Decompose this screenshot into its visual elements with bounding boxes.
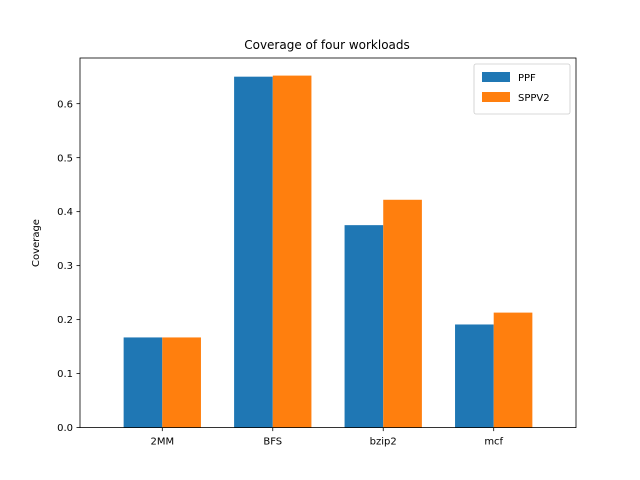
- y-tick-label: 0.2: [57, 315, 73, 326]
- x-tick-label: BFS: [263, 437, 282, 448]
- bar-ppf-2mm: [123, 337, 163, 428]
- bar-sppv2-bzip2: [383, 199, 422, 428]
- bars-group: [123, 75, 533, 428]
- legend-box: [473, 63, 571, 115]
- bar-sppv2-2mm: [162, 337, 201, 428]
- chart-title: Coverage of four workloads: [244, 38, 410, 52]
- legend-swatch-sppv2: [482, 92, 510, 102]
- legend-label-ppf: PPF: [518, 73, 536, 84]
- y-tick-label: 0.3: [57, 261, 73, 272]
- y-tick-label: 0.6: [57, 99, 73, 110]
- y-tick-label: 0.1: [57, 369, 73, 380]
- bar-sppv2-mcf: [493, 312, 533, 428]
- legend-label-sppv2: SPPV2: [518, 93, 550, 104]
- y-tick-label: 0.4: [57, 207, 73, 218]
- x-tick-label: mcf: [484, 437, 503, 448]
- x-axis: 2MM BFS bzip2 mcf: [150, 427, 504, 448]
- legend-swatch-ppf: [482, 72, 510, 82]
- bar-ppf-bfs: [234, 76, 273, 428]
- bar-ppf-mcf: [455, 324, 494, 428]
- x-tick-label: bzip2: [370, 437, 397, 448]
- y-axis: 0.0 0.1 0.2 0.3 0.4 0.5 0.6: [57, 99, 80, 434]
- legend: PPF SPPV2: [473, 63, 571, 115]
- y-tick-label: 0.5: [57, 153, 73, 164]
- bar-ppf-bzip2: [344, 225, 384, 428]
- x-tick-label: 2MM: [150, 437, 174, 448]
- bar-sppv2-bfs: [272, 75, 312, 428]
- y-tick-label: 0.0: [57, 423, 73, 434]
- plot-frame: [79, 57, 577, 429]
- y-axis-label: Coverage: [31, 219, 42, 267]
